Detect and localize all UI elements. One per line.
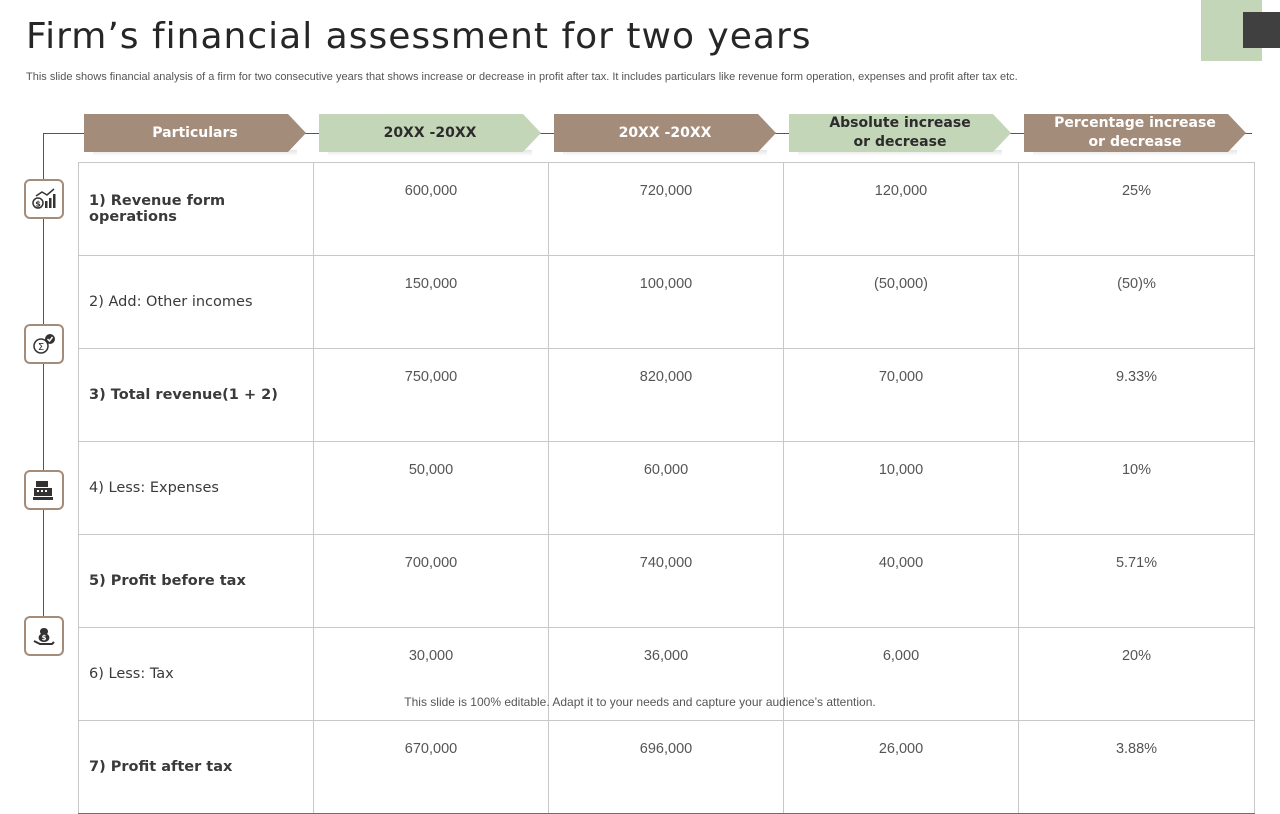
svg-text:$: $ (35, 200, 41, 209)
table-row: 6) Less: Tax 30,000 36,000 6,000 20% (78, 627, 1255, 721)
year2-value: 60,000 (548, 441, 784, 535)
revenue-chart-icon: $ (24, 179, 64, 219)
header-line1: Percentage increase (1054, 115, 1216, 131)
year1-value: 50,000 (313, 441, 549, 535)
table-row: 7) Profit after tax 670,000 696,000 26,0… (78, 720, 1255, 814)
header-shadow (1033, 150, 1237, 156)
table-row: 4) Less: Expenses 50,000 60,000 10,000 1… (78, 441, 1255, 535)
header-shadow (328, 150, 532, 156)
header-line2: or decrease (853, 134, 947, 150)
year1-value: 750,000 (313, 348, 549, 442)
year2-value: 36,000 (548, 627, 784, 721)
percentage-change-value: 20% (1018, 627, 1255, 721)
year2-value: 696,000 (548, 720, 784, 814)
header-shadow (798, 150, 1002, 156)
absolute-change-value: 70,000 (783, 348, 1019, 442)
header-line1: Particulars (152, 124, 238, 141)
header-year-2: 20XX -20XX (554, 114, 776, 152)
percentage-change-value: (50)% (1018, 255, 1255, 349)
header-line1: 20XX -20XX (383, 124, 477, 141)
footer-note: This slide is 100% editable. Adapt it to… (404, 695, 876, 709)
header-absolute-change: Absolute increase or decrease (789, 114, 1011, 152)
year2-value: 740,000 (548, 534, 784, 628)
absolute-change-value: 26,000 (783, 720, 1019, 814)
percentage-change-value: 25% (1018, 162, 1255, 256)
page-title: Firm’s financial assessment for two year… (26, 16, 812, 57)
table-row: 5) Profit before tax 700,000 740,000 40,… (78, 534, 1255, 628)
row-label: 4) Less: Expenses (78, 441, 314, 535)
corner-accent-dark (1243, 12, 1280, 48)
header-year-1: 20XX -20XX (319, 114, 541, 152)
sigma-check-icon: Σ (24, 324, 64, 364)
header-line1: Absolute increase (829, 115, 971, 131)
header-percentage-change: Percentage increase or decrease (1024, 114, 1246, 152)
percentage-change-value: 3.88% (1018, 720, 1255, 814)
page-subtitle: This slide shows financial analysis of a… (26, 71, 1018, 83)
table-row: 1) Revenue form operations 600,000 720,0… (78, 162, 1255, 256)
percentage-change-value: 10% (1018, 441, 1255, 535)
header-shadow (93, 150, 297, 156)
header-shadow (563, 150, 767, 156)
year1-value: 670,000 (313, 720, 549, 814)
year2-value: 100,000 (548, 255, 784, 349)
money-hand-icon: $ (24, 616, 64, 656)
percentage-change-value: 9.33% (1018, 348, 1255, 442)
row-label: 3) Total revenue(1 + 2) (78, 348, 314, 442)
row-label: 1) Revenue form operations (78, 162, 314, 256)
percentage-change-value: 5.71% (1018, 534, 1255, 628)
absolute-change-value: 10,000 (783, 441, 1019, 535)
year1-value: 700,000 (313, 534, 549, 628)
header-particulars: Particulars (84, 114, 306, 152)
year1-value: 30,000 (313, 627, 549, 721)
absolute-change-value: 6,000 (783, 627, 1019, 721)
timeline-line (43, 133, 44, 636)
financial-table: 1) Revenue form operations 600,000 720,0… (78, 162, 1255, 814)
absolute-change-value: 40,000 (783, 534, 1019, 628)
year2-value: 820,000 (548, 348, 784, 442)
header-line2: or decrease (1088, 134, 1182, 150)
row-label: 5) Profit before tax (78, 534, 314, 628)
year2-value: 720,000 (548, 162, 784, 256)
row-label: 7) Profit after tax (78, 720, 314, 814)
header-line1: 20XX -20XX (618, 124, 712, 141)
absolute-change-value: 120,000 (783, 162, 1019, 256)
year1-value: 600,000 (313, 162, 549, 256)
absolute-change-value: (50,000) (783, 255, 1019, 349)
cash-register-icon (24, 470, 64, 510)
year1-value: 150,000 (313, 255, 549, 349)
row-label: 6) Less: Tax (78, 627, 314, 721)
table-row: 2) Add: Other incomes 150,000 100,000 (5… (78, 255, 1255, 349)
svg-text:$: $ (42, 634, 47, 642)
svg-text:Σ: Σ (38, 342, 44, 353)
row-label: 2) Add: Other incomes (78, 255, 314, 349)
table-row: 3) Total revenue(1 + 2) 750,000 820,000 … (78, 348, 1255, 442)
